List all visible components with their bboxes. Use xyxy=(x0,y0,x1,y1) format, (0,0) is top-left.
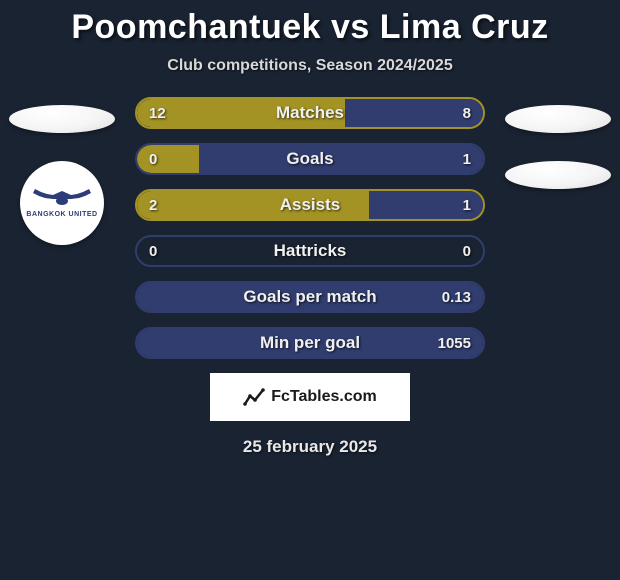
bar-value-right: 0 xyxy=(463,237,471,265)
bar-fill-right xyxy=(137,329,483,357)
brand-footer: FcTables.com xyxy=(210,373,410,421)
date-line: 25 february 2025 xyxy=(243,437,377,457)
stat-bar: Hattricks0 0 xyxy=(135,235,485,267)
page-title: Poomchantuek vs Lima Cruz xyxy=(71,8,548,47)
page-subtitle: Club competitions, Season 2024/2025 xyxy=(167,57,452,75)
stat-bar: Goals01 xyxy=(135,143,485,175)
bar-fill-right xyxy=(137,283,483,311)
right-player-placeholder-icon xyxy=(505,105,611,133)
bar-value-right: 1055 xyxy=(438,329,471,357)
bar-value-left: 0 xyxy=(149,145,157,173)
comparison-widget: Poomchantuek vs Lima Cruz Club competiti… xyxy=(0,0,620,457)
bar-value-right: 1 xyxy=(463,145,471,173)
bar-value-left: 0 xyxy=(149,237,157,265)
right-club-placeholder-icon xyxy=(505,161,611,189)
bar-label: Hattricks xyxy=(137,237,483,265)
bar-fill-left xyxy=(137,145,199,173)
stat-bar: Min per goal1055 xyxy=(135,327,485,359)
bar-value-left: 12 xyxy=(149,99,166,127)
wings-icon xyxy=(31,189,93,209)
stat-bar: Matches128 xyxy=(135,97,485,129)
stat-bar: Assists21 xyxy=(135,189,485,221)
bar-value-right: 0.13 xyxy=(442,283,471,311)
bar-fill-left xyxy=(137,191,369,219)
bar-value-right: 8 xyxy=(463,99,471,127)
right-player-column xyxy=(503,97,613,189)
stat-bar: Goals per match0.13 xyxy=(135,281,485,313)
main-row: BANGKOK UNITED Matches128Goals01Assists2… xyxy=(0,97,620,359)
left-club-name: BANGKOK UNITED xyxy=(26,211,97,218)
bar-value-right: 1 xyxy=(463,191,471,219)
left-club-badge: BANGKOK UNITED xyxy=(20,161,104,245)
left-player-column: BANGKOK UNITED xyxy=(7,97,117,245)
left-player-placeholder-icon xyxy=(9,105,115,133)
brand-text: FcTables.com xyxy=(271,388,377,406)
fctables-logo-icon xyxy=(243,386,265,408)
stat-bars: Matches128Goals01Assists21Hattricks00Goa… xyxy=(135,97,485,359)
bar-value-left: 2 xyxy=(149,191,157,219)
bar-fill-right xyxy=(199,145,483,173)
bar-fill-left xyxy=(137,99,345,127)
